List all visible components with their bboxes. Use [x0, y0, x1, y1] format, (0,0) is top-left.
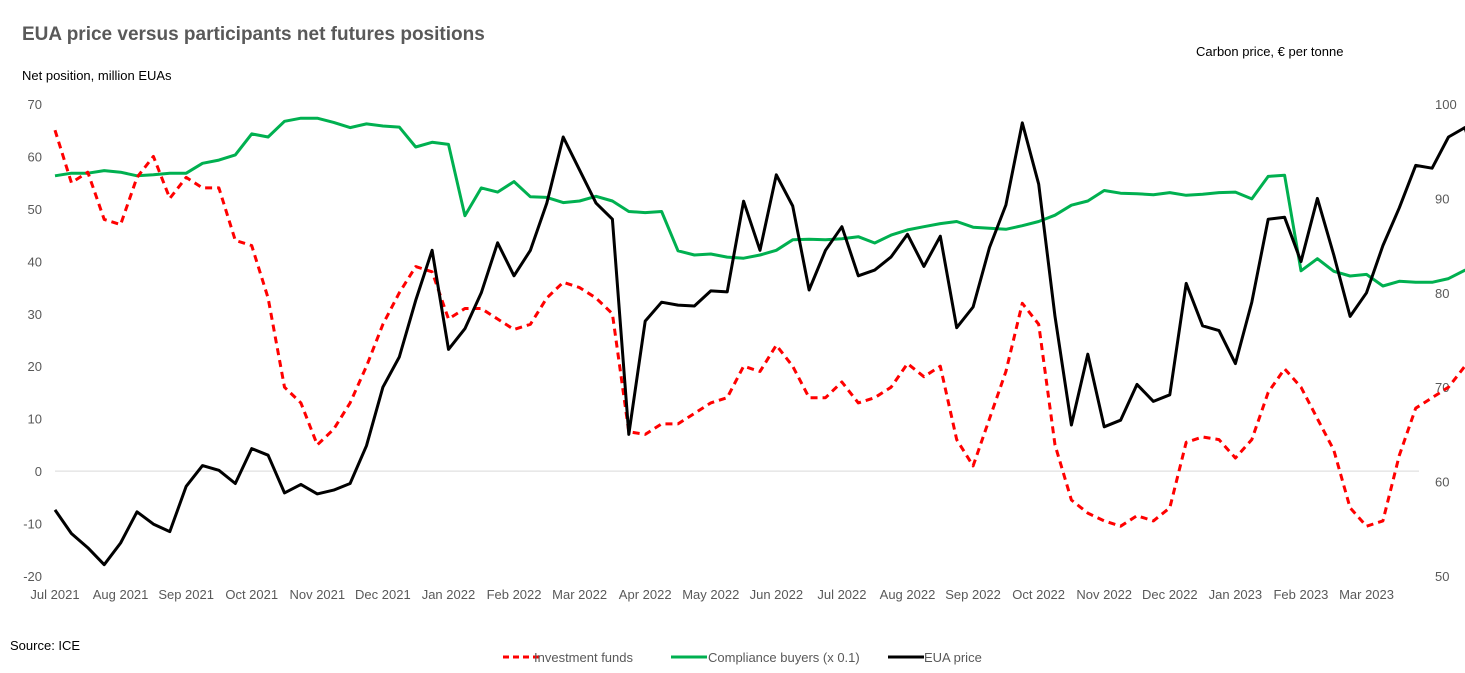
- y-right-tick-label: 50: [1435, 569, 1449, 584]
- y-left-tick-label: 50: [28, 202, 42, 217]
- y-right-tick-label: 80: [1435, 286, 1449, 301]
- x-tick-label: Jan 2023: [1209, 587, 1263, 602]
- y-left-tick-label: -20: [23, 569, 42, 584]
- y-axis-right-ticks: 100 90 80 70 60 50: [1435, 97, 1457, 584]
- x-tick-label: Mar 2022: [552, 587, 607, 602]
- legend-label: Investment funds: [534, 650, 633, 665]
- y-axis-left-ticks: 70 60 50 40 30 20 10 0 -10 -20: [23, 97, 42, 584]
- legend: Investment funds Compliance buyers (x 0.1…: [503, 650, 982, 665]
- x-tick-label: Mar 2023: [1339, 587, 1394, 602]
- x-tick-label: Jun 2022: [750, 587, 804, 602]
- x-tick-label: Aug 2022: [880, 587, 936, 602]
- x-tick-label: Jul 2022: [817, 587, 866, 602]
- x-tick-label: Jul 2021: [30, 587, 79, 602]
- y-left-tick-label: 60: [28, 149, 42, 164]
- chart-title: EUA price versus participants net future…: [22, 24, 485, 45]
- legend-label: EUA price: [924, 650, 982, 665]
- source-note: Source: ICE: [10, 638, 81, 653]
- y-left-tick-label: 70: [28, 97, 42, 112]
- x-tick-label: Feb 2023: [1273, 587, 1328, 602]
- y-axis-right-label: Carbon price, € per tonne: [1196, 44, 1344, 59]
- x-tick-label: May 2022: [682, 587, 739, 602]
- series-layer: [53, 116, 1465, 567]
- y-left-tick-label: 30: [28, 307, 42, 322]
- y-left-tick-label: 40: [28, 254, 42, 269]
- y-left-tick-label: 0: [35, 464, 42, 479]
- y-right-tick-label: 100: [1435, 97, 1457, 112]
- x-tick-label: Dec 2021: [355, 587, 411, 602]
- x-axis-ticks: Jul 2021 Aug 2021 Sep 2021 Oct 2021 Nov 2021…: [30, 587, 1394, 602]
- legend-label: Compliance buyers (x 0.1): [708, 650, 860, 665]
- x-tick-label: Jan 2022: [422, 587, 476, 602]
- y-left-tick-label: -10: [23, 517, 42, 532]
- series-line-2: [53, 121, 1465, 567]
- x-tick-label: Aug 2021: [93, 587, 149, 602]
- x-tick-label: Feb 2022: [487, 587, 542, 602]
- x-tick-label: Oct 2022: [1012, 587, 1065, 602]
- series-line-1: [54, 116, 1465, 288]
- y-axis-left-label: Net position, million EUAs: [22, 68, 172, 83]
- y-left-tick-label: 20: [28, 359, 42, 374]
- series-line-0: [53, 129, 1465, 528]
- x-tick-label: Oct 2021: [225, 587, 278, 602]
- y-left-tick-label: 10: [28, 412, 42, 427]
- y-right-tick-label: 60: [1435, 475, 1449, 490]
- y-right-tick-label: 70: [1435, 380, 1449, 395]
- x-tick-label: Apr 2022: [619, 587, 672, 602]
- x-tick-label: Nov 2022: [1076, 587, 1132, 602]
- x-tick-label: Nov 2021: [289, 587, 345, 602]
- y-right-tick-label: 90: [1435, 191, 1449, 206]
- x-tick-label: Dec 2022: [1142, 587, 1198, 602]
- x-tick-label: Sep 2022: [945, 587, 1001, 602]
- x-tick-label: Sep 2021: [158, 587, 214, 602]
